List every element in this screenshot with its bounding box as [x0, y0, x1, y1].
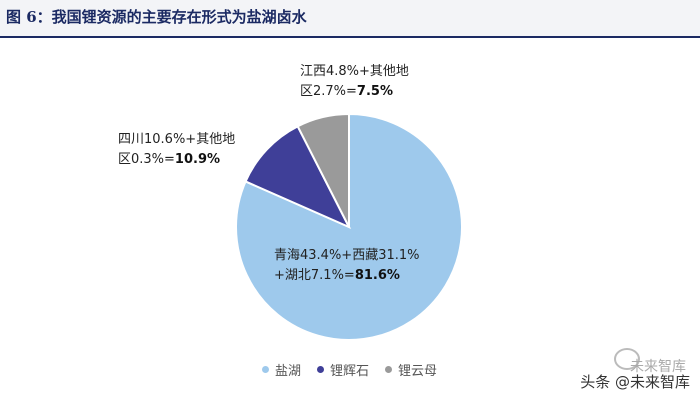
pie-slice-lepidolite [296, 112, 350, 228]
label-salt-lake-total: 81.6% [354, 268, 400, 283]
watermark-faint: 未来智库 [630, 359, 686, 375]
pie-slice-spodumene [244, 124, 352, 230]
legend-label-spodumene: 锂辉石 [330, 364, 370, 379]
watermark-logo-icon [614, 348, 640, 370]
label-salt-lake: 青海43.4%+西藏31.1% +湖北7.1%=81.6% [274, 246, 420, 286]
label-spodumene-line1: 四川10.6%+其他地 [118, 132, 236, 147]
chart-title: 图 6：我国锂资源的主要存在形式为盐湖卤水 [6, 8, 307, 26]
label-lepidolite-total: 7.5% [356, 84, 393, 99]
title-bar [0, 0, 700, 36]
legend-item-lepidolite: 锂云母 [385, 360, 437, 379]
legend-item-salt-lake: 盐湖 [262, 360, 301, 379]
legend-label-lepidolite: 锂云母 [398, 364, 438, 379]
label-salt-lake-line1: 青海43.4%+西藏31.1% [274, 248, 420, 263]
legend: 盐湖 锂辉石 锂云母 [262, 360, 437, 379]
legend-dot-spodumene [317, 366, 325, 373]
label-spodumene-line2: 区0.3%= [118, 152, 175, 167]
label-spodumene-total: 10.9% [174, 152, 221, 167]
legend-dot-lepidolite [385, 366, 393, 373]
legend-dot-salt-lake [262, 366, 269, 373]
label-lepidolite-line1: 江西4.8%+其他地 [300, 64, 409, 79]
legend-item-spodumene: 锂辉石 [317, 360, 369, 379]
label-spodumene: 四川10.6%+其他地 区0.3%=10.9% [118, 130, 235, 170]
label-salt-lake-line2: +湖北7.1%= [274, 268, 355, 283]
label-lepidolite-line2: 区2.7%= [300, 84, 357, 99]
legend-label-salt-lake: 盐湖 [275, 364, 302, 379]
watermark: 头条 @未来智库 [580, 373, 690, 391]
label-lepidolite: 江西4.8%+其他地 区2.7%=7.5% [300, 62, 409, 102]
title-rule [0, 36, 700, 38]
